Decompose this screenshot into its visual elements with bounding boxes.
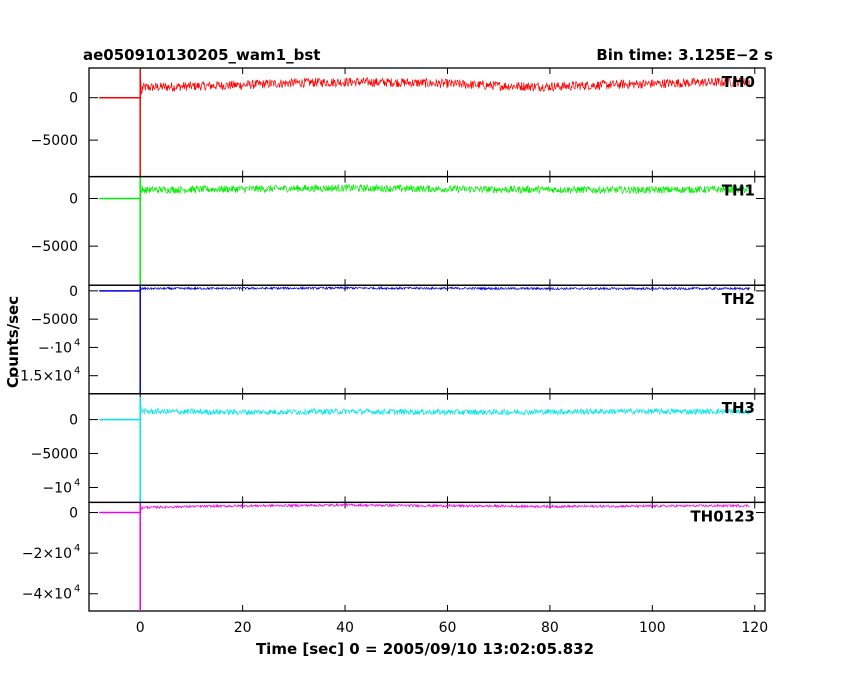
y-tick-label: 0 bbox=[69, 284, 78, 300]
plot-title: ae050910130205_wam1_bst bbox=[83, 46, 320, 64]
y-tick-label: 0 bbox=[69, 413, 78, 429]
series-label: TH1 bbox=[722, 182, 755, 200]
panel-th0: 0 −5000 TH0 bbox=[31, 67, 766, 178]
y-tick-label: −1.5×10 bbox=[8, 369, 72, 385]
y-tick-exponent: 4 bbox=[74, 543, 80, 554]
y-tick-exponent: 4 bbox=[74, 337, 80, 348]
y-tick-label: 0 bbox=[69, 91, 78, 107]
y-tick-label: −5000 bbox=[31, 312, 78, 328]
x-tick-label: 40 bbox=[336, 620, 354, 636]
panel-frame bbox=[88, 393, 766, 504]
y-tick-label: −·10 bbox=[38, 340, 72, 356]
y-tick-label: −5000 bbox=[31, 447, 78, 463]
y-axis-label: Counts/sec bbox=[4, 296, 22, 388]
y-tick-label: −4×10 bbox=[22, 587, 72, 603]
y-tick-label: −5000 bbox=[31, 133, 78, 149]
series-line-th0123 bbox=[139, 502, 750, 511]
series-label: TH3 bbox=[722, 399, 755, 417]
x-axis-label: Time [sec] 0 = 2005/09/10 13:02:05.832 bbox=[256, 640, 594, 658]
x-tick-label: 60 bbox=[439, 620, 457, 636]
x-tick-label: 120 bbox=[741, 620, 768, 636]
y-tick-label: −2×10 bbox=[22, 546, 72, 562]
panel-frame bbox=[88, 175, 766, 286]
series-line-th0 bbox=[139, 70, 750, 95]
y-tick-exponent: 4 bbox=[74, 366, 80, 377]
y-tick-exponent: 4 bbox=[74, 584, 80, 595]
y-tick-exponent: 4 bbox=[74, 477, 80, 488]
panel-th1: 0 −5000 TH1 bbox=[31, 175, 766, 286]
y-tick-label: −10 bbox=[42, 480, 72, 496]
x-tick-label: 80 bbox=[541, 620, 559, 636]
x-tick-label: 0 bbox=[136, 620, 145, 636]
panel-frame bbox=[88, 501, 766, 612]
bin-time-label: Bin time: 3.125E−2 s bbox=[596, 46, 773, 64]
series-label: TH0123 bbox=[690, 507, 755, 525]
panel-th3: 0 −5000 −10 4 TH3 bbox=[31, 393, 766, 504]
series-line-th3 bbox=[139, 397, 750, 417]
panel-frame bbox=[88, 284, 766, 395]
x-tick-label: 20 bbox=[234, 620, 252, 636]
series-line-th2 bbox=[139, 285, 750, 291]
y-tick-label: −5000 bbox=[31, 239, 78, 255]
series-label: TH0 bbox=[722, 73, 755, 91]
series-label: TH2 bbox=[722, 290, 755, 308]
series-line-th1 bbox=[139, 177, 750, 195]
y-tick-label: 0 bbox=[69, 506, 78, 522]
y-tick-label: 0 bbox=[69, 192, 78, 208]
x-tick-label: 100 bbox=[639, 620, 666, 636]
